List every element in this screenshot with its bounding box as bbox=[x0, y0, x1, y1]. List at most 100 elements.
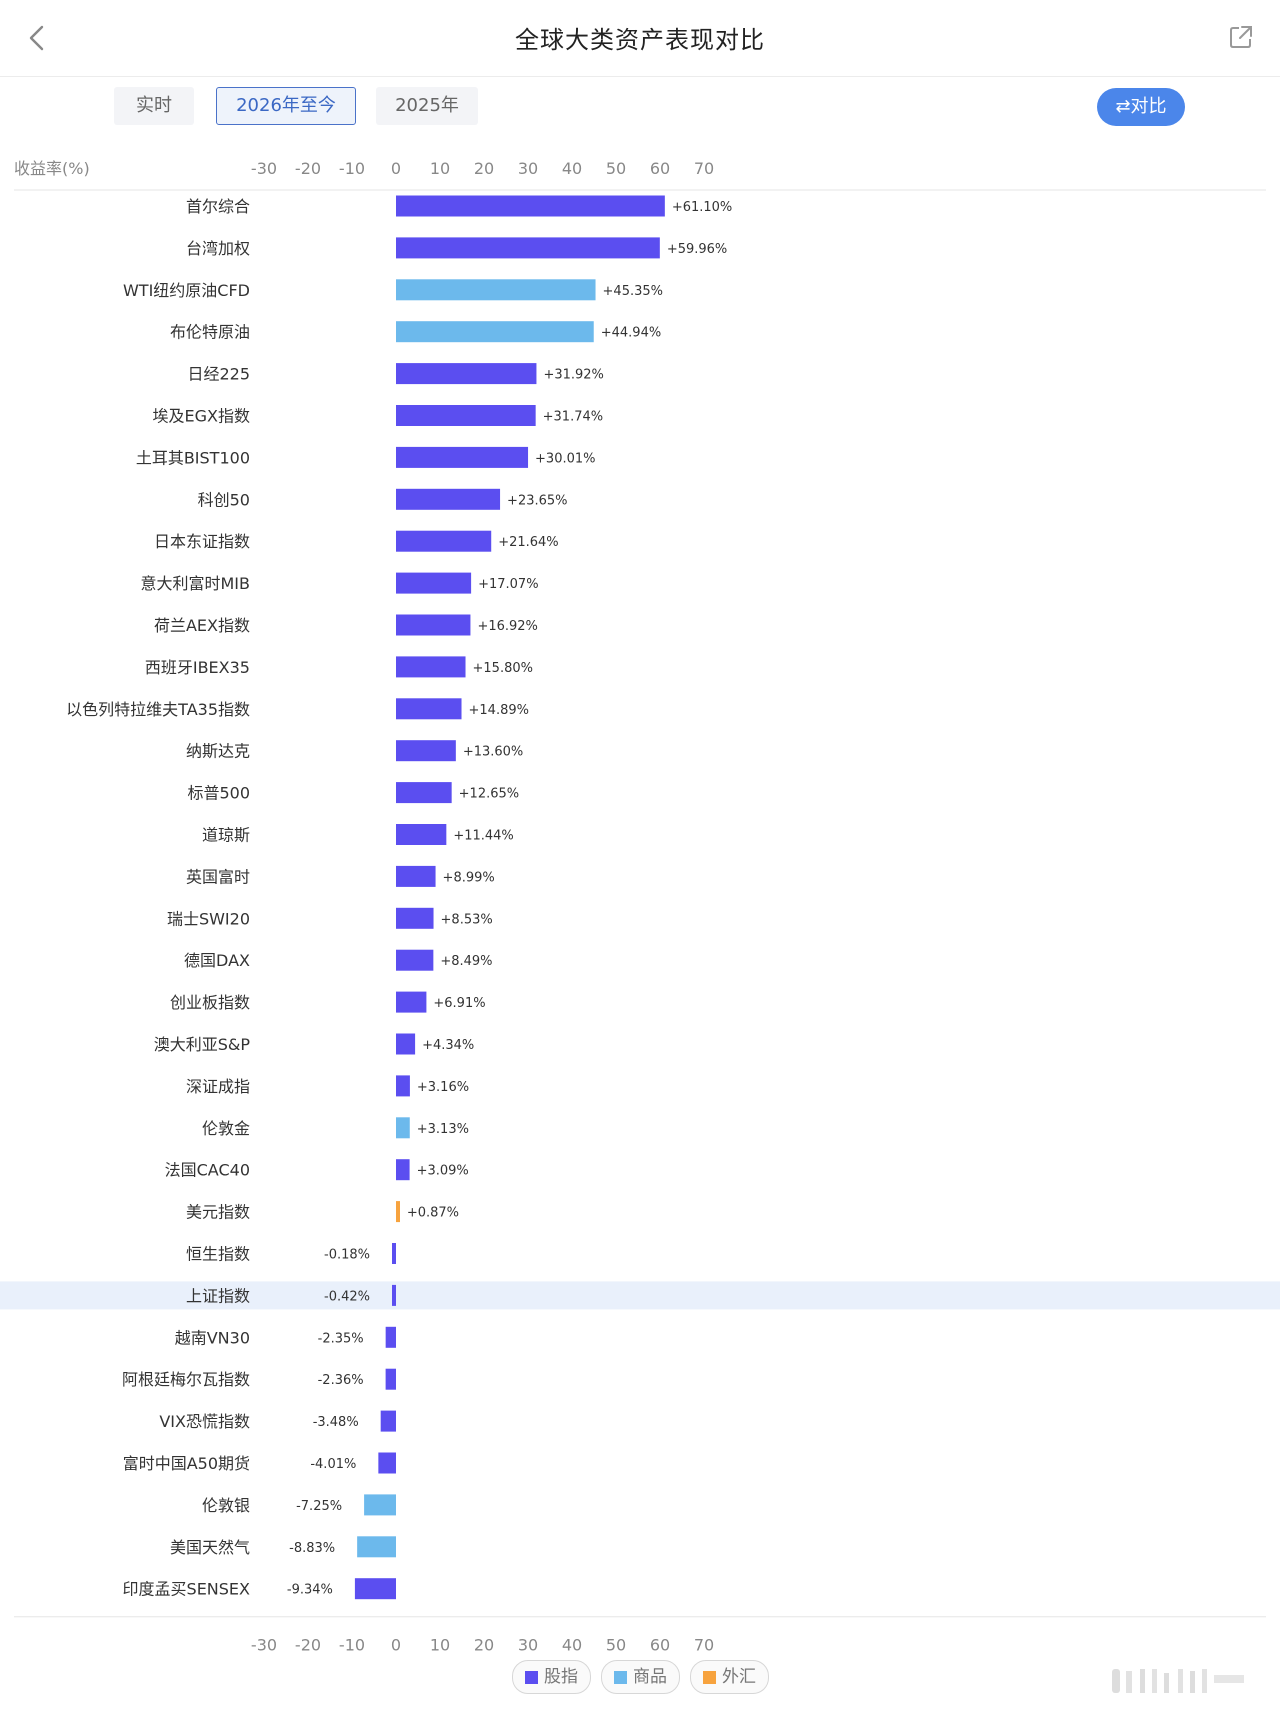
category-label: 伦敦银 bbox=[202, 1496, 250, 1515]
category-label: 土耳其BIST100 bbox=[136, 448, 250, 467]
bar bbox=[396, 614, 471, 636]
bar bbox=[396, 1033, 416, 1055]
data-label: +17.07% bbox=[478, 577, 538, 592]
category-label: 意大利富时MIB bbox=[140, 574, 250, 593]
category-label: 日本东证指数 bbox=[154, 532, 250, 551]
category-label: 台湾加权 bbox=[186, 239, 250, 258]
data-label: -0.42% bbox=[324, 1289, 370, 1304]
data-label: +45.35% bbox=[603, 284, 663, 299]
highlight-row bbox=[0, 1281, 1280, 1310]
data-label: +3.09% bbox=[417, 1164, 469, 1179]
x-tick-label-top: -10 bbox=[339, 159, 365, 178]
data-label: +13.60% bbox=[463, 745, 523, 760]
x-tick-label-bottom: -10 bbox=[339, 1636, 365, 1655]
bar bbox=[364, 1494, 396, 1516]
legend-label: 商品 bbox=[633, 1667, 667, 1687]
category-label: 深证成指 bbox=[186, 1077, 250, 1096]
data-label: -9.34% bbox=[287, 1583, 333, 1598]
bar bbox=[396, 572, 472, 594]
bar bbox=[396, 824, 447, 845]
category-label: 澳大利亚S&P bbox=[154, 1035, 251, 1054]
category-label: 标普500 bbox=[187, 784, 250, 803]
bar bbox=[396, 1201, 400, 1223]
x-tick-label-top: 60 bbox=[650, 159, 670, 178]
data-label: +4.34% bbox=[422, 1038, 474, 1053]
data-label: +3.16% bbox=[417, 1080, 469, 1095]
bar bbox=[396, 446, 529, 468]
category-label: 美国天然气 bbox=[170, 1538, 250, 1557]
category-label: 荷兰AEX指数 bbox=[154, 616, 250, 635]
x-tick-label-bottom: 0 bbox=[391, 1636, 401, 1655]
data-label: +31.92% bbox=[543, 368, 603, 383]
bar bbox=[396, 405, 536, 426]
x-tick-label-bottom: -20 bbox=[295, 1636, 321, 1655]
legend-item-stock-index[interactable]: 股指 bbox=[512, 1660, 591, 1694]
data-label: +59.96% bbox=[667, 242, 727, 257]
data-label: +8.53% bbox=[441, 912, 493, 927]
bar bbox=[392, 1243, 396, 1264]
bar bbox=[396, 949, 434, 971]
x-tick-label-bottom: 20 bbox=[474, 1636, 494, 1655]
bar bbox=[396, 530, 492, 552]
data-label: +23.65% bbox=[507, 493, 567, 508]
x-tick-label-top: 40 bbox=[562, 159, 582, 178]
category-label: VIX恐慌指数 bbox=[159, 1412, 250, 1431]
page-title: 全球大类资产表现对比 bbox=[515, 26, 765, 54]
category-label: 科创50 bbox=[198, 490, 250, 509]
tab-2025[interactable]: 2025年 bbox=[376, 87, 478, 125]
y-axis-title: 收益率(%) bbox=[14, 159, 90, 178]
category-label: 创业板指数 bbox=[170, 993, 250, 1012]
category-label: 英国富时 bbox=[186, 867, 250, 886]
swap-icon: ⇄ bbox=[1115, 96, 1131, 117]
bar bbox=[378, 1452, 396, 1474]
data-label: -8.83% bbox=[289, 1541, 335, 1556]
legend-label: 股指 bbox=[544, 1667, 578, 1687]
category-label: 富时中国A50期货 bbox=[123, 1454, 250, 1473]
category-label: 道琼斯 bbox=[202, 826, 250, 845]
category-label: 美元指数 bbox=[186, 1203, 250, 1222]
category-label: 德国DAX bbox=[184, 951, 250, 970]
bar bbox=[385, 1326, 396, 1348]
legend-label: 外汇 bbox=[722, 1667, 756, 1687]
category-label: 埃及EGX指数 bbox=[153, 407, 250, 426]
category-label: 瑞士SWI20 bbox=[167, 909, 250, 928]
tab-realtime[interactable]: 实时 bbox=[114, 87, 194, 125]
data-label: +16.92% bbox=[477, 619, 537, 634]
bar bbox=[396, 1159, 410, 1181]
data-label: +8.49% bbox=[440, 954, 492, 969]
data-label: -3.48% bbox=[313, 1415, 359, 1430]
compare-button-label: 对比 bbox=[1130, 96, 1167, 117]
x-tick-label-bottom: 70 bbox=[694, 1636, 714, 1655]
data-label: +3.13% bbox=[417, 1122, 469, 1137]
x-tick-label-top: 0 bbox=[391, 159, 401, 178]
category-label: WTI纽约原油CFD bbox=[123, 281, 250, 300]
data-label: -4.01% bbox=[310, 1457, 356, 1472]
bar bbox=[392, 1284, 396, 1306]
compare-button[interactable]: ⇄对比 bbox=[1097, 88, 1185, 126]
category-label: 恒生指数 bbox=[186, 1245, 250, 1264]
x-tick-label-bottom: 30 bbox=[518, 1636, 538, 1655]
category-label: 印度孟买SENSEX bbox=[123, 1580, 251, 1599]
tab-2026-ytd[interactable]: 2026年至今 bbox=[216, 87, 356, 125]
back-arrow-icon[interactable] bbox=[22, 22, 54, 54]
legend-item-commodity[interactable]: 商品 bbox=[601, 1660, 680, 1694]
data-label: +61.10% bbox=[672, 200, 732, 215]
legend-swatch bbox=[525, 1671, 538, 1684]
data-label: -0.18% bbox=[324, 1248, 370, 1263]
bar bbox=[396, 488, 501, 510]
bar bbox=[396, 321, 594, 343]
bar bbox=[396, 907, 434, 929]
x-tick-label-bottom: 10 bbox=[430, 1636, 450, 1655]
legend-item-forex[interactable]: 外汇 bbox=[690, 1660, 769, 1694]
data-label: +6.91% bbox=[433, 996, 485, 1011]
bar bbox=[396, 1075, 410, 1097]
category-label: 以色列特拉维夫TA35指数 bbox=[66, 700, 250, 719]
data-label: +8.99% bbox=[443, 870, 495, 885]
category-label: 布伦特原油 bbox=[170, 323, 250, 342]
data-label: +31.74% bbox=[543, 410, 603, 425]
share-icon[interactable] bbox=[1228, 24, 1254, 50]
data-label: +12.65% bbox=[459, 787, 519, 802]
legend-swatch bbox=[703, 1671, 716, 1684]
x-tick-label-top: 20 bbox=[474, 159, 494, 178]
x-tick-label-top: 70 bbox=[694, 159, 714, 178]
